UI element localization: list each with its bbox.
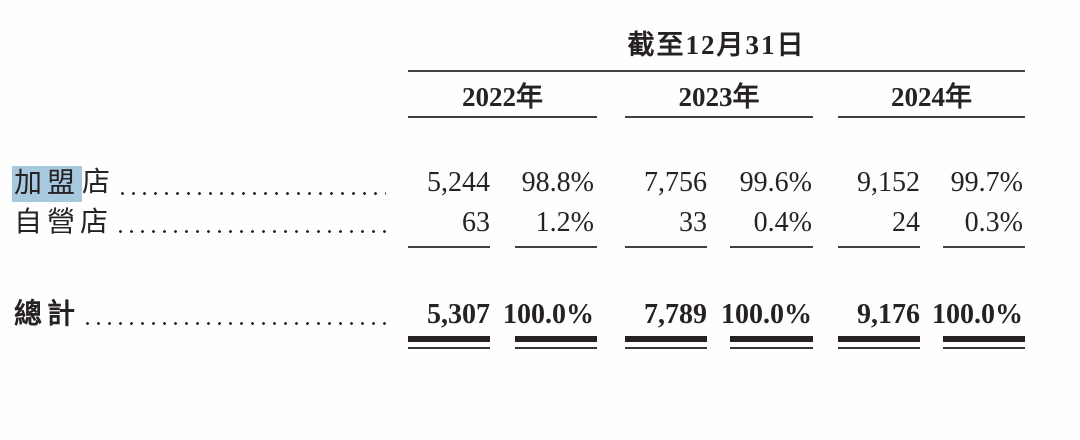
row-label-text: 總計 [14,299,81,330]
total-double-rule-thick [625,336,707,342]
total-double-rule-thick [408,336,490,342]
cell-2023-count: 7,756 [644,167,707,198]
cell-2022-percent: 1.2% [535,207,594,238]
total-double-rule-thick [943,336,1025,342]
table-row-total: 總計 5,307 100.0% 7,789 100.0% 9,176 100.0… [0,298,1080,334]
dot-leader [121,192,386,195]
total-2022-count: 5,307 [427,299,490,330]
total-double-rule-thin [838,347,920,349]
subtotal-rule [625,246,707,248]
total-double-rule-thin [730,347,813,349]
row-label-text: 店 [82,167,116,198]
row-label-text: 自營店 [14,207,114,238]
cell-2022-count: 63 [462,207,490,238]
cell-2024-count: 24 [892,207,920,238]
subtotal-rule [408,246,490,248]
cell-2024-percent: 99.7% [950,167,1023,198]
total-2023-count: 7,789 [644,299,707,330]
row-label-total: 總計 [14,298,388,332]
row-label-self-operated: 自營店 [14,206,388,240]
cell-2024-count: 9,152 [857,167,920,198]
cell-2023-percent: 99.6% [739,167,812,198]
total-2023-percent: 100.0% [721,299,812,330]
subtotal-rule [943,246,1025,248]
cell-2023-count: 33 [679,207,707,238]
total-2022-percent: 100.0% [503,299,594,330]
total-double-rule-thin [515,347,597,349]
table-top-rule [408,70,1025,72]
total-double-rule-thin [943,347,1025,349]
table-row-franchise: 加盟店 5,244 98.8% 7,756 99.6% 9,152 99.7% [0,166,1080,202]
subtotal-rule [730,246,813,248]
cell-2022-count: 5,244 [427,167,490,198]
dot-leader [86,322,386,325]
year-header-2024: 2024年 [891,82,972,112]
dot-leader [119,230,386,233]
cell-2024-percent: 0.3% [964,207,1023,238]
year-2024-rule [838,116,1025,118]
year-2023-rule [625,116,813,118]
table-row-self-operated: 自營店 63 1.2% 33 0.4% 24 0.3% [0,206,1080,242]
total-2024-count: 9,176 [857,299,920,330]
subtotal-rule [515,246,597,248]
total-double-rule-thin [408,347,490,349]
subtotal-rule [838,246,920,248]
cell-2022-percent: 98.8% [521,167,594,198]
year-2022-rule [408,116,597,118]
period-header: 截至12月31日 [627,30,806,60]
year-header-2023: 2023年 [678,82,760,112]
total-double-rule-thin [625,347,707,349]
cell-2023-percent: 0.4% [753,207,812,238]
total-double-rule-thick [730,336,813,342]
total-double-rule-thick [838,336,920,342]
row-label-franchise: 加盟店 [12,166,388,202]
year-header-2022: 2022年 [462,82,543,112]
search-highlight: 加盟 [12,166,83,202]
total-2024-percent: 100.0% [932,299,1023,330]
total-double-rule-thick [515,336,597,342]
